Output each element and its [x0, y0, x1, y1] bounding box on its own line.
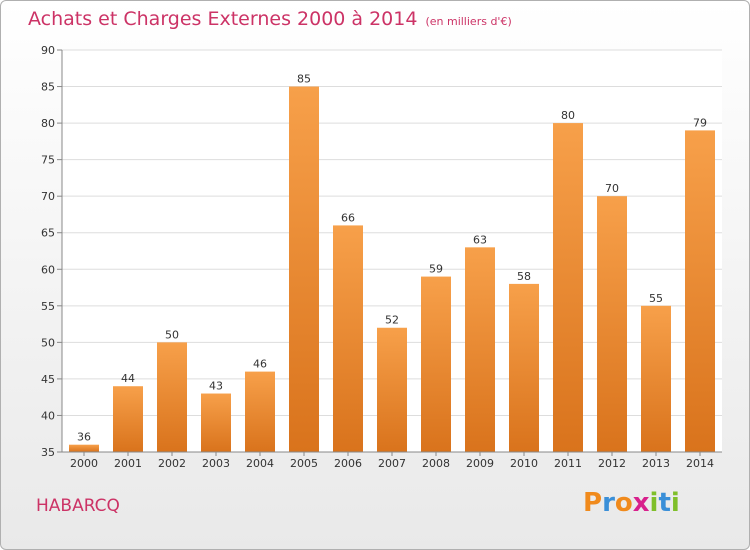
data-label-2003: 43 [209, 380, 223, 393]
data-label-2009: 63 [473, 233, 487, 246]
logo-letter-1: r [602, 488, 615, 518]
x-tick-label-2000: 2000 [70, 457, 98, 470]
y-tick-label-85: 85 [41, 81, 55, 94]
bar-2007 [377, 327, 407, 452]
bar-2002 [157, 342, 187, 452]
y-tick-label-55: 55 [41, 300, 55, 313]
y-tick-label-65: 65 [41, 227, 55, 240]
bar-2003 [201, 393, 231, 452]
x-tick-label-2011: 2011 [554, 457, 582, 470]
bar-2013 [641, 305, 671, 452]
bar-2004 [245, 371, 275, 452]
logo-letter-3: x [632, 488, 650, 518]
logo-letter-5: t [658, 488, 671, 518]
y-tick-label-90: 90 [41, 44, 55, 57]
y-tick-label-45: 45 [41, 373, 55, 386]
y-tick-label-35: 35 [41, 446, 55, 459]
x-tick-label-2008: 2008 [422, 457, 450, 470]
logo-letter-0: P [583, 488, 603, 518]
bar-2009 [465, 247, 495, 452]
bar-2000 [69, 444, 99, 452]
x-tick-label-2002: 2002 [158, 457, 186, 470]
data-label-2006: 66 [341, 211, 355, 224]
data-label-2008: 59 [429, 263, 443, 276]
data-label-2012: 70 [605, 182, 619, 195]
proxiti-logo: Proxiti [583, 488, 680, 518]
data-label-2010: 58 [517, 270, 531, 283]
logo-letter-6: i [670, 488, 680, 518]
logo-letter-2: o [614, 488, 633, 518]
data-label-2007: 52 [385, 314, 399, 327]
bar-2014 [685, 130, 715, 452]
data-label-2013: 55 [649, 292, 663, 305]
chart-title-text: Achats et Charges Externes 2000 à 2014 [28, 8, 418, 30]
y-tick-label-80: 80 [41, 117, 55, 130]
data-label-2014: 79 [693, 116, 707, 129]
bar-2010 [509, 283, 539, 452]
y-tick-label-70: 70 [41, 190, 55, 203]
bar-2001 [113, 386, 143, 452]
x-tick-label-2010: 2010 [510, 457, 538, 470]
data-label-2002: 50 [165, 328, 179, 341]
bar-2012 [597, 196, 627, 452]
commune-name: HABARCQ [36, 496, 120, 516]
x-tick-label-2003: 2003 [202, 457, 230, 470]
y-tick-label-40: 40 [41, 409, 55, 422]
bar-2005 [289, 86, 319, 452]
x-tick-label-2014: 2014 [686, 457, 714, 470]
data-label-2004: 46 [253, 358, 267, 371]
data-label-2011: 80 [561, 109, 575, 122]
chart-unit: (en milliers d'€) [425, 15, 512, 28]
data-label-2000: 36 [77, 431, 91, 444]
x-tick-label-2009: 2009 [466, 457, 494, 470]
y-tick-label-50: 50 [41, 336, 55, 349]
x-tick-label-2012: 2012 [598, 457, 626, 470]
y-tick-label-75: 75 [41, 154, 55, 167]
x-axis: 2000 2001 2002 2003 2004 2005 2006 2007 2008 2009… [62, 451, 722, 470]
bars: 36 44 50 43 46 85 66 52 59 63 58 80 70 55 79 [69, 73, 715, 452]
x-tick-label-2001: 2001 [114, 457, 142, 470]
chart-title: Achats et Charges Externes 2000 à 2014 (e… [28, 8, 512, 30]
bar-2006 [333, 225, 363, 452]
bar-2011 [553, 123, 583, 452]
x-tick-label-2007: 2007 [378, 457, 406, 470]
y-tick-label-60: 60 [41, 263, 55, 276]
y-axis: 35 40 45 50 55 60 65 70 75 80 85 90 [41, 44, 63, 459]
x-tick-label-2005: 2005 [290, 457, 318, 470]
x-tick-label-2006: 2006 [334, 457, 362, 470]
logo-letter-4: i [649, 488, 659, 518]
data-label-2005: 85 [297, 73, 311, 86]
x-tick-label-2004: 2004 [246, 457, 274, 470]
data-label-2001: 44 [121, 372, 135, 385]
x-tick-label-2013: 2013 [642, 457, 670, 470]
bar-2008 [421, 276, 451, 452]
